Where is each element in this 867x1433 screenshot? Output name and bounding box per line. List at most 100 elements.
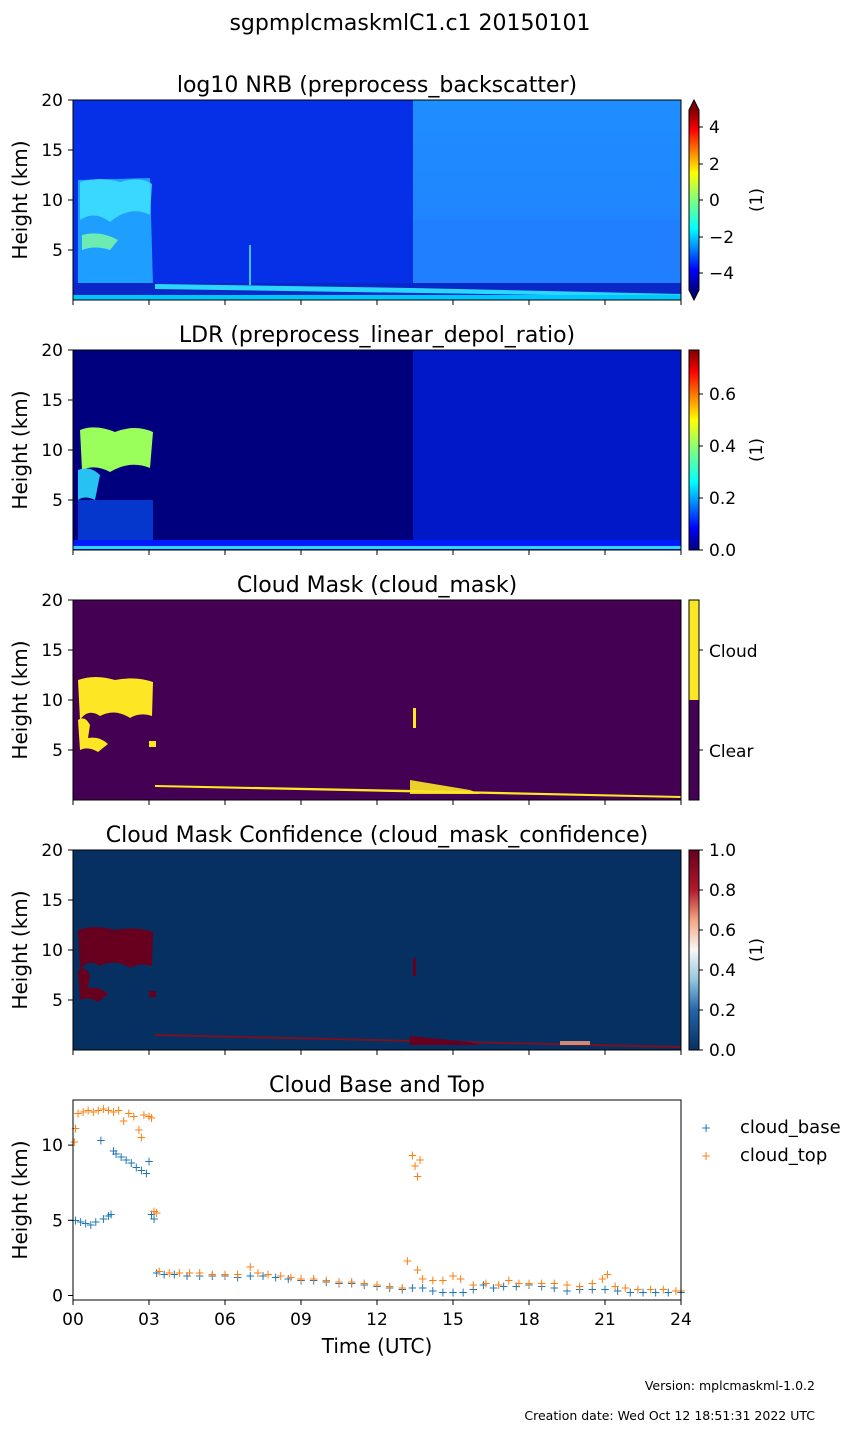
cloud-base-point: + bbox=[372, 1279, 382, 1293]
cloud-top-point: + bbox=[549, 1276, 559, 1290]
footer-creation-date: Creation date: Wed Oct 12 18:51:31 2022 … bbox=[524, 1408, 815, 1423]
xtick-label: 00 bbox=[62, 1310, 84, 1330]
cloud-top-point: + bbox=[504, 1273, 514, 1287]
cloud-top-point: + bbox=[144, 1110, 154, 1124]
cloud-base-point: + bbox=[468, 1282, 478, 1296]
cloud-top-point: + bbox=[78, 1105, 88, 1119]
confidence-heatmap bbox=[73, 850, 681, 1050]
cloud-base-point: + bbox=[575, 1282, 585, 1296]
xtick-label: 12 bbox=[366, 1310, 388, 1330]
colorbar-tick: 0.4 bbox=[709, 961, 736, 981]
cloud-top-point: + bbox=[207, 1267, 217, 1281]
cloud-base-point: + bbox=[489, 1281, 499, 1295]
cloud-base-point: + bbox=[152, 1266, 162, 1280]
cloud-base-point: + bbox=[144, 1155, 154, 1169]
colorbar-label: (1) bbox=[747, 938, 767, 962]
cloud-base-point: + bbox=[651, 1285, 661, 1299]
cloud-top-point: + bbox=[481, 1276, 491, 1290]
cloud-top-point: + bbox=[597, 1272, 607, 1286]
cloud-base-point: + bbox=[613, 1284, 623, 1298]
cloud-base-point: + bbox=[169, 1267, 179, 1281]
cloud-top-point: + bbox=[152, 1206, 162, 1220]
panel-ldr-xticks bbox=[72, 550, 682, 555]
colorbar-tick: 0.0 bbox=[709, 541, 736, 561]
cloud-top-point: + bbox=[253, 1266, 263, 1280]
panel-confidence-colorbar: 1.0 0.8 0.6 0.4 0.2 0.0 (1) bbox=[688, 841, 767, 1061]
cloud-base-point: + bbox=[91, 1215, 101, 1229]
cloud-base-point: + bbox=[458, 1285, 468, 1299]
cloud-top-point: + bbox=[296, 1272, 306, 1286]
panel-mask-yticks: 5 10 15 20 bbox=[41, 591, 73, 761]
cloud-base-point: + bbox=[407, 1281, 417, 1295]
cloud-base-point: + bbox=[296, 1273, 306, 1287]
panel-confidence-ylabel: Height (km) bbox=[8, 890, 32, 1009]
cloud-top-point: + bbox=[195, 1266, 205, 1280]
cloud-top-point: + bbox=[448, 1269, 458, 1283]
colorbar-tick: 0.2 bbox=[709, 1001, 736, 1021]
cloud-top-point: + bbox=[397, 1281, 407, 1295]
cloud-base-point: + bbox=[103, 1209, 113, 1223]
cloud-top-point: + bbox=[372, 1278, 382, 1292]
cloud-base-point: + bbox=[418, 1281, 428, 1295]
cloud-base-point: + bbox=[136, 1164, 146, 1178]
ytick-label: 0 bbox=[52, 1286, 63, 1306]
colorbar-tick: 0.8 bbox=[709, 881, 736, 901]
cloud-top-point: + bbox=[149, 1204, 159, 1218]
cloud-top-point: + bbox=[537, 1276, 547, 1290]
xtick-label: 15 bbox=[442, 1310, 464, 1330]
cloud-base-point: + bbox=[448, 1285, 458, 1299]
cloud-top-point: + bbox=[575, 1279, 585, 1293]
cloud-top-point: + bbox=[139, 1108, 149, 1122]
colorbar-tick: −2 bbox=[709, 228, 734, 248]
cloud-top-point: + bbox=[174, 1266, 184, 1280]
cloud-base-point: + bbox=[478, 1278, 488, 1292]
cloud-base-point: + bbox=[207, 1269, 217, 1283]
cloud-base-point: + bbox=[359, 1278, 369, 1292]
cloud-top-point: + bbox=[154, 1264, 164, 1278]
cloud-base-point: + bbox=[245, 1269, 255, 1283]
panel-nrb-colorbar: 4 2 0 −2 −4 (1) bbox=[688, 98, 767, 302]
cloud-top-point: + bbox=[69, 1135, 79, 1149]
cloud-base-point: + bbox=[98, 1212, 108, 1226]
panel-mask-colorbar: Cloud Clear bbox=[688, 599, 758, 801]
ldr-heatmap bbox=[73, 350, 681, 550]
cloud-base-point: + bbox=[524, 1278, 534, 1292]
colorbar-tick-cloud: Cloud bbox=[709, 642, 758, 662]
cloud-top-point: + bbox=[129, 1110, 139, 1124]
cloud-base-point: + bbox=[334, 1276, 344, 1290]
cloud-top-point: + bbox=[136, 1131, 146, 1145]
panel-confidence: Cloud Mask Confidence (cloud_mask_confid… bbox=[8, 823, 767, 1061]
xtick-label: 18 bbox=[518, 1310, 540, 1330]
cloud-top-point: + bbox=[418, 1272, 428, 1286]
cloud-top-point: + bbox=[147, 1111, 157, 1125]
xtick-label: 09 bbox=[290, 1310, 312, 1330]
cloud-base-point: + bbox=[149, 1212, 159, 1226]
cloud-top-point: + bbox=[220, 1267, 230, 1281]
panel-mask-xticks bbox=[72, 800, 682, 805]
xtick-label: 03 bbox=[138, 1310, 160, 1330]
cloud-top-point: + bbox=[124, 1107, 134, 1121]
ytick-label: 20 bbox=[41, 591, 63, 611]
cloud-base-point: + bbox=[81, 1216, 91, 1230]
cloud-base-point: + bbox=[438, 1285, 448, 1299]
cloud-top-point: + bbox=[633, 1282, 643, 1296]
cloud-top-point: + bbox=[402, 1254, 412, 1268]
cloud-top-point: + bbox=[71, 1122, 81, 1136]
cloud-top-point: + bbox=[114, 1104, 124, 1118]
panel-cloud-base-top: Cloud Base and Top +++++++++++++++++++++… bbox=[8, 1073, 841, 1358]
cloud-top-point: + bbox=[415, 1153, 425, 1167]
cloud-base-point: + bbox=[131, 1161, 141, 1175]
cloud-top-point: + bbox=[671, 1284, 681, 1298]
cloud-base-point: + bbox=[549, 1281, 559, 1295]
panel-confidence-yticks: 5 10 15 20 bbox=[41, 841, 73, 1011]
cloud-top-point: + bbox=[524, 1276, 534, 1290]
panel-nrb-yticks: 5 10 15 20 bbox=[41, 91, 73, 261]
cloud-base-point: + bbox=[258, 1269, 268, 1283]
ytick-label: 15 bbox=[41, 641, 63, 661]
cloud-top-point: + bbox=[468, 1278, 478, 1292]
cloud-top-point: + bbox=[413, 1263, 423, 1277]
cloud-base-point: + bbox=[86, 1218, 96, 1232]
cloud-base-point: + bbox=[271, 1270, 281, 1284]
panel-line-title: Cloud Base and Top bbox=[269, 1073, 485, 1098]
panel-nrb-ylabel: Height (km) bbox=[8, 140, 32, 259]
